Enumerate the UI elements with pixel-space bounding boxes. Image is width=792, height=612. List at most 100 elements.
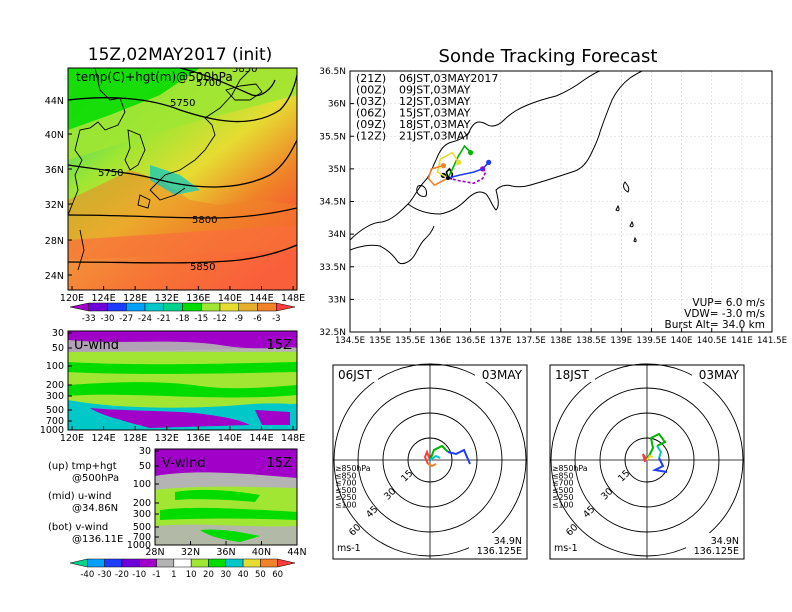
sonde-lat-tick-label: 36N bbox=[328, 100, 346, 110]
vwind-pressure-label: 100 bbox=[133, 479, 151, 490]
uwind-pressure-label: 30 bbox=[52, 328, 64, 339]
uwind-pressure-label: 50 bbox=[52, 343, 64, 354]
sonde-params: VUP= 6.0 m/s VDW= -3.0 m/s Burst Alt= 34… bbox=[665, 297, 765, 331]
sonde-lon-tick-label: 135E bbox=[369, 336, 391, 346]
temp-colorbar-swatch bbox=[238, 302, 258, 312]
sonde-track-03z bbox=[447, 161, 490, 179]
temp-colorbar-swatch bbox=[88, 302, 108, 312]
uwind-gray-band bbox=[68, 340, 297, 352]
hodograph-legend-item: ≤850 bbox=[335, 471, 356, 480]
vwind-green-2 bbox=[160, 507, 297, 520]
sonde-lon-tick-label: 136.5E bbox=[456, 336, 486, 346]
hodograph-trace bbox=[642, 453, 648, 463]
temp-colorbar-label: -12 bbox=[213, 314, 227, 324]
sonde-lat-tick-label: 35.5N bbox=[319, 132, 346, 142]
wind-colorbar-swatch bbox=[173, 558, 192, 568]
vwind-green-1 bbox=[175, 489, 260, 502]
temp-lon-ticks: 120E 124E 128E 132E 136E 140E 144E 148E bbox=[60, 286, 305, 304]
sonde-tracks bbox=[427, 144, 492, 187]
hodograph-date: 03MAY bbox=[699, 368, 740, 382]
param-vup: VUP= 6.0 m/s bbox=[692, 297, 765, 309]
uwind-time: 15Z bbox=[267, 338, 293, 353]
hodograph-unit: ms-1 bbox=[554, 543, 578, 554]
sonde-lon-tick-label: 139E bbox=[610, 336, 632, 346]
sonde-track-06z bbox=[447, 144, 472, 179]
uwind-lon-ticks: 120E 124E 128E 132E 136E 140E 144E 148E bbox=[60, 426, 305, 444]
temp-colorbar: -33 -30 -27 -24 -21 -18 -15 -12 -9 -6 -3 bbox=[69, 302, 296, 324]
temp-colorbar-swatch bbox=[257, 302, 277, 312]
uwind-lon-label: 120E bbox=[60, 433, 84, 444]
vwind-pressure-label: 1000 bbox=[127, 540, 151, 551]
sonde-track-12z bbox=[427, 164, 449, 187]
uwind-lon-label: 128E bbox=[123, 433, 147, 444]
vwind-lat-label: 32N bbox=[181, 547, 200, 558]
hodograph-time: 18JST bbox=[555, 368, 589, 382]
contour-label-5800: 5800 bbox=[192, 215, 217, 226]
uwind-lon-label: 136E bbox=[186, 433, 210, 444]
uwind-lon-label: 140E bbox=[218, 433, 242, 444]
hodograph-legend-item: ≤500 bbox=[335, 486, 356, 495]
launch-legend-time: 21JST,03MAY bbox=[399, 130, 471, 143]
sonde-lon-tick-label: 140E bbox=[671, 336, 693, 346]
wind-colorbar-swatch bbox=[190, 558, 209, 568]
wind-colorbar-swatch bbox=[156, 558, 175, 568]
sonde-track-00z bbox=[447, 168, 487, 185]
hodograph-loc-bg bbox=[686, 533, 741, 557]
height-contours bbox=[68, 68, 297, 264]
temp-colorbar-label: -6 bbox=[253, 314, 261, 324]
temp-map-frame bbox=[67, 67, 298, 291]
sonde-landing-point bbox=[467, 149, 474, 156]
wind-colorbar-label: 20 bbox=[203, 570, 214, 580]
vwind-time: 15Z bbox=[267, 456, 293, 471]
wind-colorbar-label: -1 bbox=[152, 570, 160, 580]
legend-up: (up) tmp+hgt bbox=[48, 461, 117, 472]
sonde-landing-point bbox=[440, 163, 447, 169]
hodograph-time-bg bbox=[336, 368, 378, 382]
wind-colorbar-label: 60 bbox=[272, 570, 283, 580]
contour-label-5750-b: 5750 bbox=[98, 168, 123, 179]
vwind-strato bbox=[155, 449, 297, 478]
contour-label-5700: 5700 bbox=[196, 78, 221, 89]
temp-colorbar-swatch bbox=[144, 302, 164, 312]
temp-colorbar-swatch bbox=[219, 302, 239, 312]
temp-colorbar-swatch bbox=[107, 302, 127, 312]
uwind-lon-label: 148E bbox=[281, 433, 305, 444]
legend-up-2: @500hPa bbox=[72, 473, 119, 484]
hodograph-lat: 34.9N bbox=[494, 536, 522, 547]
launch-legend-time: 09JST,03MAY bbox=[399, 84, 471, 97]
temp-colorbar-label: -24 bbox=[138, 314, 152, 324]
param-vdw: VDW= -3.0 m/s bbox=[684, 308, 765, 320]
wind-colorbar-label: -20 bbox=[115, 570, 129, 580]
temp-lon-tick-label: 136E bbox=[186, 293, 210, 304]
wind-colorbar-swatch bbox=[242, 558, 261, 568]
hodograph-trace bbox=[423, 449, 431, 465]
wind-colorbar-swatch bbox=[225, 558, 244, 568]
wind-colorbar-swatch bbox=[104, 558, 123, 568]
launch-legend-code: (09Z) bbox=[356, 118, 386, 131]
uwind-pressure-label: 300 bbox=[46, 391, 64, 402]
temp-lon-tick-label: 124E bbox=[92, 293, 116, 304]
sonde-lat-tick-label: 36.5N bbox=[319, 67, 346, 77]
coastlines bbox=[68, 68, 263, 271]
sonde-lon-tick-label: 141.5E bbox=[757, 336, 787, 346]
hodograph-trace bbox=[651, 457, 668, 473]
hodograph-lat: 34.9N bbox=[711, 536, 739, 547]
uwind-lon-label: 144E bbox=[249, 433, 273, 444]
sonde-lat-tick-label: 33.5N bbox=[319, 263, 346, 273]
vwind-pressure-label: 30 bbox=[139, 446, 151, 457]
temp-colorbar-label: -9 bbox=[235, 314, 243, 324]
vwind-lat-ticks: 28N 32N 36N 40N 44N bbox=[145, 541, 307, 558]
hodograph-lon: 136.125E bbox=[477, 546, 522, 557]
wind-colorbar-label: 50 bbox=[255, 570, 266, 580]
uwind-band-green bbox=[68, 362, 297, 374]
vwind-lat-label: 36N bbox=[216, 547, 235, 558]
sonde-lat-ticks: 36.5N 36N 35.5N 35N 34.5N 34N 33.5N 33N 32.5N bbox=[319, 67, 354, 338]
temp-map: 5700 5750 5750 5800 5850 5850 bbox=[68, 68, 297, 290]
uwind-band-green-2 bbox=[68, 382, 297, 398]
wind-colorbar-swatch bbox=[277, 558, 296, 568]
hodograph-trace bbox=[447, 448, 471, 465]
hodograph-trace bbox=[427, 463, 437, 468]
hodograph-legend-item: ≤700 bbox=[335, 479, 356, 488]
hodograph-legend-item: ≤850 bbox=[552, 471, 573, 480]
